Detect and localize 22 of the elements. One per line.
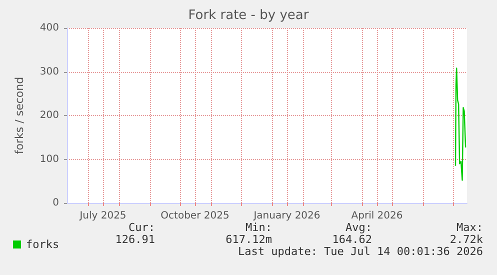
y-tick-label: 0 bbox=[52, 198, 59, 208]
y-tick-label: 400 bbox=[40, 22, 59, 34]
text: 617.12m bbox=[226, 233, 272, 246]
chart-title: Fork rate - by year bbox=[188, 8, 310, 23]
x-tick-label: July 2025 bbox=[78, 210, 126, 222]
text: 164.62 bbox=[332, 233, 372, 246]
line-series bbox=[454, 68, 466, 181]
x-tick-label: April 2026 bbox=[351, 210, 403, 222]
y-tick-label: 300 bbox=[40, 66, 59, 78]
y-tick-label: 100 bbox=[40, 154, 59, 165]
legend-label: forks bbox=[26, 238, 60, 251]
y-axis-title: forks / second bbox=[13, 76, 26, 154]
y-tick-label: 200 bbox=[40, 110, 59, 121]
text: Last update: Tue Jul 14 00:01:36 2026 bbox=[238, 245, 484, 258]
text: 126.91 bbox=[115, 233, 156, 246]
text: Avg: bbox=[346, 221, 372, 234]
text: 2.72k bbox=[450, 233, 484, 246]
text: Max: bbox=[456, 221, 484, 234]
x-tick-label: January 2026 bbox=[252, 210, 320, 222]
x-tick-label: October 2025 bbox=[160, 210, 230, 222]
text: Cur: bbox=[128, 221, 156, 234]
text: Min: bbox=[246, 221, 272, 234]
